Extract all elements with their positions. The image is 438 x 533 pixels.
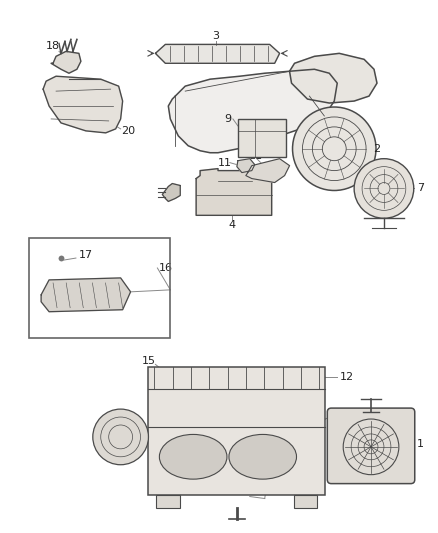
Text: 7: 7: [417, 183, 424, 193]
Text: 18: 18: [46, 42, 60, 51]
Bar: [156, 495, 180, 508]
Ellipse shape: [159, 434, 227, 479]
Bar: [238, 119, 286, 157]
Text: 3: 3: [212, 31, 219, 42]
Text: 20: 20: [121, 126, 136, 136]
Text: 15: 15: [141, 357, 155, 366]
Polygon shape: [155, 44, 279, 63]
Polygon shape: [51, 51, 81, 73]
Polygon shape: [290, 53, 377, 103]
Circle shape: [293, 107, 376, 190]
Bar: [293, 495, 318, 508]
Text: 16: 16: [159, 263, 172, 273]
Text: 12: 12: [340, 372, 354, 382]
Circle shape: [354, 159, 414, 219]
Text: 9: 9: [224, 114, 232, 124]
Text: 1: 1: [417, 439, 424, 449]
Text: 2: 2: [374, 144, 381, 154]
Text: 21: 21: [248, 151, 262, 161]
Ellipse shape: [229, 434, 297, 479]
Text: 4: 4: [228, 220, 236, 230]
Circle shape: [93, 409, 148, 465]
Polygon shape: [162, 183, 180, 201]
Bar: [29, 238, 170, 337]
Polygon shape: [43, 76, 123, 133]
Text: 14: 14: [272, 454, 287, 464]
Text: 17: 17: [79, 250, 93, 260]
Bar: [148, 367, 325, 495]
Text: 11: 11: [218, 158, 232, 168]
Polygon shape: [246, 159, 290, 182]
Polygon shape: [168, 69, 337, 153]
Polygon shape: [41, 278, 131, 312]
Text: 13: 13: [340, 409, 354, 419]
Polygon shape: [237, 159, 255, 173]
Polygon shape: [196, 168, 272, 215]
FancyBboxPatch shape: [327, 408, 415, 483]
